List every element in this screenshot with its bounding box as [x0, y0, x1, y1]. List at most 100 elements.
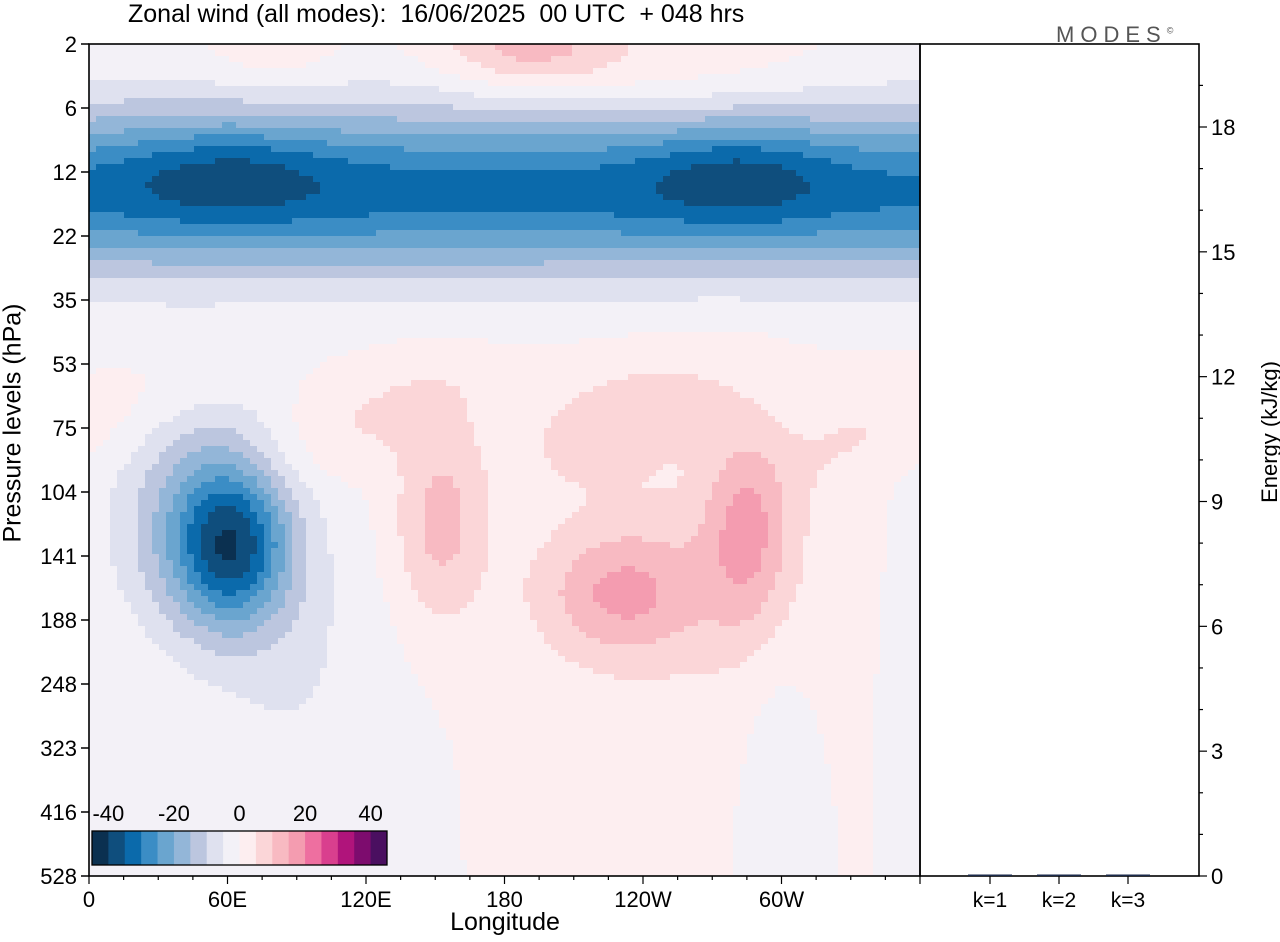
heatmap-cell — [642, 200, 650, 207]
heatmap-cell — [656, 134, 664, 141]
heatmap-cell — [229, 248, 237, 255]
heatmap-cell — [642, 152, 650, 159]
heatmap-cell — [103, 194, 111, 201]
heatmap-cell — [229, 128, 237, 135]
heatmap-cell — [117, 224, 125, 231]
heatmap-cell — [502, 74, 510, 81]
heatmap-cell — [215, 290, 223, 297]
heatmap-cell — [719, 188, 727, 195]
heatmap-cell — [257, 194, 265, 201]
heatmap-cell — [579, 206, 587, 213]
heatmap-cell — [159, 158, 167, 165]
heatmap-cell — [838, 170, 846, 177]
heatmap-cell — [908, 62, 916, 69]
heatmap-cell — [453, 224, 461, 231]
heatmap-cell — [789, 182, 797, 189]
heatmap-cell — [236, 158, 244, 165]
heatmap-cell — [733, 206, 741, 213]
heatmap-cell — [796, 242, 804, 249]
heatmap-cell — [726, 62, 734, 69]
heatmap-cell — [341, 50, 349, 57]
heatmap-cell — [523, 92, 531, 99]
heatmap-cell — [775, 248, 783, 255]
heatmap-cell — [110, 194, 118, 201]
heatmap-cell — [278, 68, 286, 75]
heatmap-cell — [299, 164, 307, 171]
heatmap-cell — [201, 158, 209, 165]
heatmap-cell — [418, 146, 426, 153]
heatmap-cell — [726, 224, 734, 231]
heatmap-cell — [439, 224, 447, 231]
heatmap-cell — [852, 158, 860, 165]
heatmap-cell — [229, 284, 237, 291]
heatmap-cell — [782, 140, 790, 147]
heatmap-cell — [684, 218, 692, 225]
heatmap-cell — [607, 104, 615, 111]
heatmap-cell — [292, 92, 300, 99]
heatmap-cell — [544, 200, 552, 207]
heatmap-cell — [579, 134, 587, 141]
heatmap-cell — [642, 122, 650, 129]
heatmap-cell — [446, 242, 454, 249]
heatmap-cell — [509, 98, 517, 105]
heatmap-cell — [453, 62, 461, 69]
heatmap-cell — [376, 50, 384, 57]
heatmap-cell — [292, 158, 300, 165]
heatmap-cell — [124, 98, 132, 105]
heatmap-cell — [831, 188, 839, 195]
heatmap-cell — [684, 98, 692, 105]
heatmap-cell — [579, 242, 587, 249]
heatmap-cell — [257, 242, 265, 249]
heatmap-cell — [313, 260, 321, 267]
heatmap-cell — [222, 290, 230, 297]
heatmap-cell — [152, 194, 160, 201]
heatmap-cell — [180, 74, 188, 81]
heatmap-cell — [383, 212, 391, 219]
heatmap-cell — [474, 176, 482, 183]
heatmap-cell — [516, 254, 524, 261]
heatmap-cell — [677, 44, 685, 51]
heatmap-cell — [733, 236, 741, 243]
heatmap-cell — [124, 44, 132, 51]
heatmap-cell — [677, 68, 685, 75]
heatmap-cell — [208, 152, 216, 159]
heatmap-cell — [684, 44, 692, 51]
heatmap-cell — [264, 248, 272, 255]
heatmap-cell — [817, 248, 825, 255]
heatmap-cell — [726, 254, 734, 261]
heatmap-cell — [817, 260, 825, 267]
heatmap-cell — [691, 134, 699, 141]
heatmap-cell — [180, 188, 188, 195]
heatmap-cell — [355, 98, 363, 105]
heatmap-cell — [271, 44, 279, 51]
heatmap-cell — [299, 92, 307, 99]
heatmap-cell — [467, 200, 475, 207]
heatmap-cell — [824, 176, 832, 183]
heatmap-cell — [614, 80, 622, 87]
heatmap-cell — [628, 260, 636, 267]
heatmap-cell — [215, 92, 223, 99]
heatmap-cell — [908, 212, 916, 219]
heatmap-cell — [124, 278, 132, 285]
heatmap-cell — [327, 218, 335, 225]
heatmap-cell — [299, 272, 307, 279]
heatmap-cell — [187, 248, 195, 255]
heatmap-cell — [789, 224, 797, 231]
heatmap-cell — [754, 260, 762, 267]
heatmap-cell — [866, 194, 874, 201]
heatmap-cell — [544, 206, 552, 213]
heatmap-cell — [404, 98, 412, 105]
heatmap-cell — [369, 254, 377, 261]
heatmap-cell — [663, 176, 671, 183]
heatmap-cell — [208, 272, 216, 279]
heatmap-cell — [201, 92, 209, 99]
heatmap-cell — [278, 242, 286, 249]
heatmap-cell — [257, 272, 265, 279]
heatmap-cell — [649, 260, 657, 267]
heatmap-cell — [404, 80, 412, 87]
heatmap-cell — [229, 254, 237, 261]
heatmap-cell — [810, 110, 818, 117]
heatmap-cell — [432, 200, 440, 207]
heatmap-cell — [712, 206, 720, 213]
heatmap-cell — [201, 176, 209, 183]
